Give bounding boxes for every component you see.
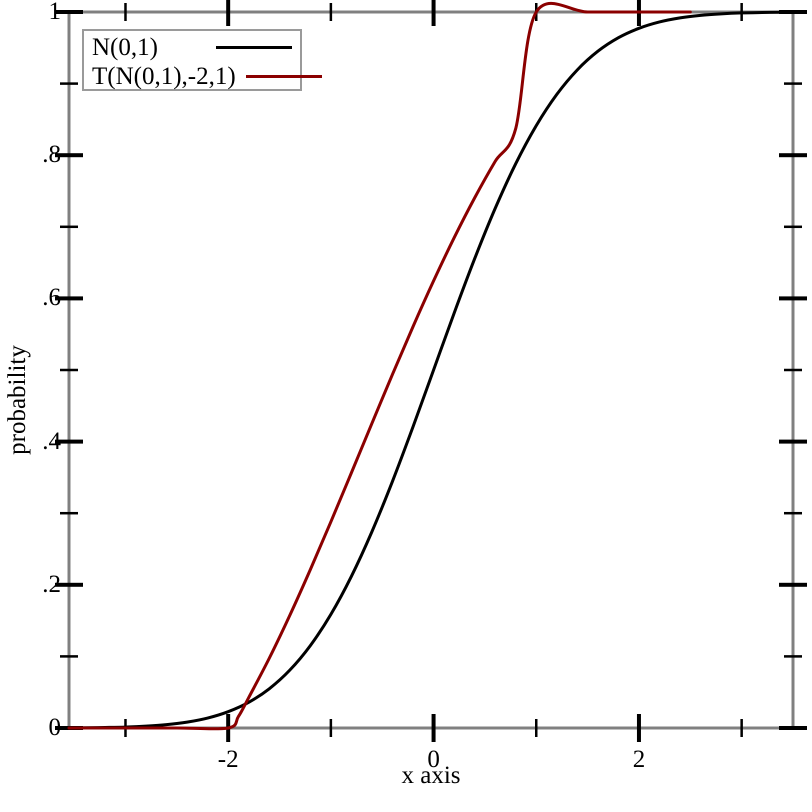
y-tick-label-5: 1 — [48, 0, 62, 25]
legend-entry-1: T(N(0,1),-2,1) — [92, 62, 322, 91]
axis-frame — [67, 10, 795, 730]
y-tick-label-3: .6 — [42, 284, 61, 312]
axis-ticks — [55, 0, 807, 742]
y-tick-label-4: .8 — [42, 141, 61, 169]
legend-label-1: T(N(0,1),-2,1) — [92, 62, 236, 90]
data-series — [67, 1, 795, 731]
legend-swatch-1 — [245, 75, 322, 78]
series-line-0 — [67, 10, 795, 730]
legend-entry-0: N(0,1) — [92, 33, 292, 62]
x-tick-label-1: 0 — [427, 746, 440, 773]
legend-sample-1 — [236, 75, 322, 78]
y-tick-label-0: 0 — [48, 714, 62, 741]
x-tick-label-2: 2 — [632, 746, 646, 773]
legend-sample-0 — [158, 46, 292, 49]
x-axis-title: x axis — [401, 762, 461, 789]
x-tick-label-0: -2 — [217, 746, 239, 773]
legend-swatch-0 — [216, 46, 292, 49]
y-tick-label-1: .2 — [42, 570, 61, 598]
legend-box: N(0,1) T(N(0,1),-2,1) — [82, 29, 322, 91]
legend-label-0: N(0,1) — [92, 33, 158, 61]
series-line-1 — [67, 1, 692, 731]
y-tick-label-2: .4 — [42, 427, 61, 455]
y-axis-title: probability — [4, 345, 31, 455]
